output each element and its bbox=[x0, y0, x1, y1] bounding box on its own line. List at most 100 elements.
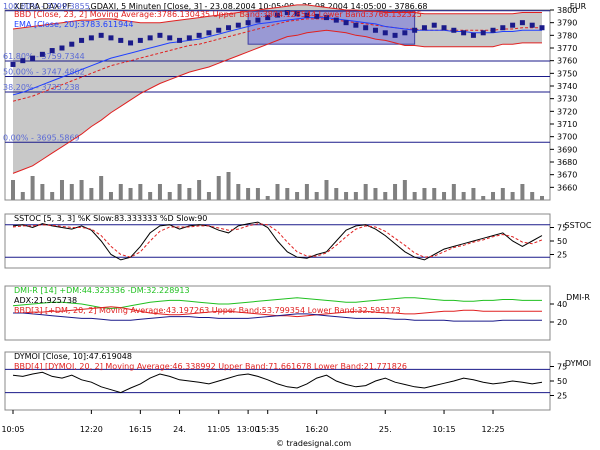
volume-bar bbox=[265, 196, 270, 200]
price-box bbox=[461, 30, 467, 36]
price-box bbox=[480, 30, 486, 36]
y-tick-label: 75 bbox=[557, 363, 567, 372]
price-box bbox=[490, 27, 496, 33]
y-axis-label-dymoi: DYMOI bbox=[565, 359, 591, 368]
volume-bar bbox=[314, 192, 319, 200]
panel-frame bbox=[4, 351, 551, 411]
x-tick-label: 12:25 bbox=[481, 425, 504, 434]
legend-entry: ADX:21.925738 bbox=[14, 296, 77, 305]
price-box bbox=[333, 17, 339, 23]
y-tick-label: 25 bbox=[557, 392, 567, 401]
series-line bbox=[12, 221, 543, 261]
price-box bbox=[412, 27, 418, 33]
volume-bar bbox=[246, 188, 251, 200]
price-box bbox=[128, 40, 134, 46]
price-box bbox=[245, 20, 251, 26]
volume-bar bbox=[353, 192, 358, 200]
volume-bar bbox=[402, 180, 407, 200]
panel-frame bbox=[4, 285, 551, 341]
volume-bar bbox=[59, 180, 64, 200]
y-tick-label: 3760 bbox=[557, 57, 577, 66]
legend-entry: DMI-R [14] +DM:44.323336 -DM:32.228913 bbox=[14, 286, 190, 295]
volume-bar bbox=[363, 184, 368, 200]
volume-bar bbox=[285, 188, 290, 200]
y-tick-label: 3740 bbox=[557, 82, 577, 91]
volume-bar bbox=[20, 192, 25, 200]
volume-bar bbox=[481, 196, 486, 200]
volume-bar bbox=[442, 192, 447, 200]
price-box bbox=[470, 32, 476, 38]
volume-bar bbox=[177, 184, 182, 200]
panel-dmi: DMI-R 20 40 DMI-R [14] +DM:44.323336 -DM:32… bbox=[4, 285, 590, 341]
panel-stochastic: SSTOC 25 50 75 SSTOC [5, 3, 3] %K Slow:83.33… bbox=[4, 213, 592, 269]
volume-bar bbox=[451, 184, 456, 200]
fib-level-label: 0.00% - 3695.5869 bbox=[3, 133, 80, 142]
volume-bar bbox=[324, 180, 329, 200]
price-box bbox=[20, 58, 26, 64]
legend-entry: EMA [Close, 20]:3783.611944 bbox=[14, 20, 133, 29]
y-tick-label: 3770 bbox=[557, 44, 577, 53]
volume-bar bbox=[226, 172, 231, 200]
price-box bbox=[363, 25, 369, 31]
price-box bbox=[265, 15, 271, 21]
price-box bbox=[343, 20, 349, 26]
x-tick-label: 11:05 bbox=[207, 425, 230, 434]
price-box bbox=[206, 30, 212, 36]
legend-entry: BBD[4] [DYMOI, 20, 2] Moving Average:46.… bbox=[14, 362, 407, 371]
price-box bbox=[421, 25, 427, 31]
panels: XETRA DAX PF ,GDAXI, 5 Minuten [Close, 3]… bbox=[1, 2, 591, 448]
volume-bar bbox=[530, 192, 535, 200]
price-box bbox=[451, 27, 457, 33]
volume-bar bbox=[118, 184, 123, 200]
price-box bbox=[294, 11, 300, 17]
price-box bbox=[500, 25, 506, 31]
price-box bbox=[98, 32, 104, 38]
volume-bar bbox=[50, 192, 55, 200]
volume-bar bbox=[79, 180, 84, 200]
y-tick-label: 25 bbox=[557, 251, 567, 260]
volume-bar bbox=[471, 188, 476, 200]
volume-bar bbox=[334, 188, 339, 200]
panel-dymoi: DYMOI 25 50 75 DYMOI [Close, 10]:47.619048BB… bbox=[4, 351, 591, 411]
price-box bbox=[88, 35, 94, 41]
series-line bbox=[12, 29, 542, 174]
series-line bbox=[12, 371, 543, 394]
volume-bar bbox=[422, 188, 427, 200]
fib-level-label: 100.00% - 3799.3855 bbox=[3, 2, 90, 11]
price-box bbox=[177, 37, 183, 43]
y-axis-label-stochastic: SSTOC bbox=[565, 221, 592, 230]
y-tick-label: 3800 bbox=[557, 6, 577, 15]
x-tick-label: 12:20 bbox=[80, 425, 103, 434]
volume-bar bbox=[30, 176, 35, 200]
volume-bar bbox=[128, 188, 133, 200]
price-box bbox=[147, 35, 153, 41]
y-tick-label: 3690 bbox=[557, 145, 577, 154]
header-title: XETRA DAX PF bbox=[14, 2, 72, 11]
volume-bar bbox=[108, 192, 113, 200]
x-tick-label: 10:15 bbox=[433, 425, 456, 434]
volume-bar bbox=[138, 184, 143, 200]
x-tick-label: 24. bbox=[173, 425, 186, 434]
volume-bar bbox=[295, 192, 300, 200]
bollinger-band-fill bbox=[13, 4, 542, 174]
volume-bar bbox=[236, 184, 241, 200]
volume-bar bbox=[206, 192, 211, 200]
price-box bbox=[108, 35, 114, 41]
price-box bbox=[49, 48, 55, 54]
y-tick-label: 75 bbox=[557, 224, 567, 233]
y-tick-label: 3660 bbox=[557, 183, 577, 192]
x-tick-label: 16:20 bbox=[305, 425, 328, 434]
volume-bar bbox=[500, 188, 505, 200]
x-tick-label: 25. bbox=[379, 425, 392, 434]
price-box bbox=[284, 10, 290, 16]
y-tick-label: 3750 bbox=[557, 69, 577, 78]
price-box bbox=[118, 37, 124, 43]
price-box bbox=[275, 12, 280, 18]
y-tick-label: 3790 bbox=[557, 19, 577, 28]
volume-bar bbox=[11, 180, 15, 200]
volume-bar bbox=[510, 192, 515, 200]
price-box bbox=[529, 22, 535, 28]
price-box bbox=[382, 30, 388, 36]
price-box bbox=[431, 22, 437, 28]
price-box bbox=[137, 37, 143, 43]
